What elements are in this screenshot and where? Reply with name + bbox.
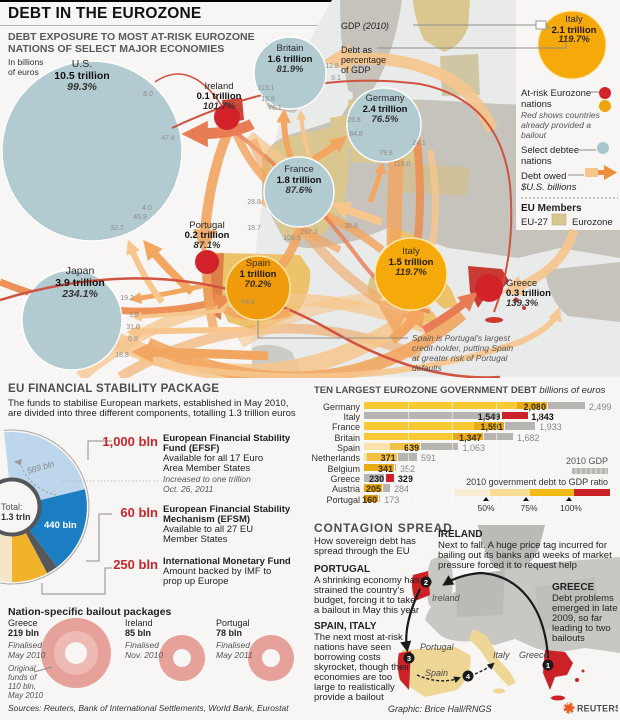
svg-text:38.8: 38.8 <box>344 223 358 230</box>
svg-text:1.3 trln: 1.3 trln <box>1 512 31 522</box>
svg-text:REUTERS: REUTERS <box>577 704 618 714</box>
svg-text:1.8: 1.8 <box>129 312 139 319</box>
svg-text:0.8: 0.8 <box>128 336 138 343</box>
svg-text:64.9: 64.9 <box>241 299 255 306</box>
svg-text:2: 2 <box>424 578 428 587</box>
svg-text:Debt owed: Debt owed <box>521 171 566 182</box>
svg-text:Germany: Germany <box>365 93 404 104</box>
svg-text:76.1: 76.1 <box>268 105 282 112</box>
svg-text:of GDP: of GDP <box>341 65 371 75</box>
svg-text:1.6 trillion: 1.6 trillion <box>268 54 313 65</box>
svg-text:Select debtee: Select debtee <box>521 145 579 156</box>
svg-text:At-risk Eurozone: At-risk Eurozone <box>521 88 591 99</box>
svg-text:Ireland: Ireland <box>204 81 233 92</box>
svg-text:10.5 trillion: 10.5 trillion <box>54 70 109 82</box>
svg-text:Britain: Britain <box>277 43 304 54</box>
svg-text:113.1: 113.1 <box>258 85 275 92</box>
svg-text:Portugal: Portugal <box>420 642 455 652</box>
svg-text:Portugal: Portugal <box>189 220 224 231</box>
svg-text:139.3%: 139.3% <box>506 298 539 309</box>
svg-text:3.9 trillion: 3.9 trillion <box>55 277 105 289</box>
svg-text:50%: 50% <box>477 503 494 513</box>
svg-text:Italy: Italy <box>565 14 583 25</box>
svg-text:Red shows countries: Red shows countries <box>521 110 601 120</box>
svg-text:119.7%: 119.7% <box>395 267 427 278</box>
svg-text:4.0: 4.0 <box>142 205 152 212</box>
svg-text:credit-holder, putting Spain: credit-holder, putting Spain <box>412 343 513 353</box>
svg-text:Spain is Portugal's largest: Spain is Portugal's largest <box>412 333 511 343</box>
svg-text:106.5: 106.5 <box>283 235 301 242</box>
svg-text:Debt as: Debt as <box>341 45 373 55</box>
svg-text:18.8: 18.8 <box>261 96 275 103</box>
svg-text:France: France <box>284 164 314 175</box>
svg-text:18.7: 18.7 <box>247 225 261 232</box>
svg-text:45.9: 45.9 <box>133 214 147 221</box>
svg-text:70.2%: 70.2% <box>245 279 272 290</box>
svg-text:GDP (2010): GDP (2010) <box>341 21 389 31</box>
svg-text:440 bln: 440 bln <box>44 520 77 531</box>
svg-text:297.2: 297.2 <box>300 229 318 236</box>
svg-text:Eurozone: Eurozone <box>572 217 613 228</box>
svg-text:100%: 100% <box>560 503 582 513</box>
svg-text:234.1%: 234.1% <box>61 288 98 300</box>
svg-text:0.2 trillion: 0.2 trillion <box>185 230 230 241</box>
svg-text:31.0: 31.0 <box>126 324 140 331</box>
svg-text:$U.S. billions: $U.S. billions <box>520 182 577 193</box>
svg-text:0.3 trillion: 0.3 trillion <box>506 288 551 299</box>
svg-text:2.1 trillion: 2.1 trillion <box>552 25 597 36</box>
svg-text:nations: nations <box>521 156 552 167</box>
svg-text:percentage: percentage <box>341 55 386 65</box>
svg-text:nations: nations <box>521 99 552 110</box>
svg-text:1 trillion: 1 trillion <box>240 269 277 280</box>
svg-text:Greece: Greece <box>506 278 537 289</box>
svg-text:119.7%: 119.7% <box>558 34 590 45</box>
svg-text:Spain: Spain <box>246 258 270 269</box>
svg-text:Italy: Italy <box>402 246 420 257</box>
svg-text:Total:: Total: <box>1 502 23 512</box>
svg-text:at greater risk of Portugal: at greater risk of Portugal <box>412 353 509 363</box>
svg-text:EU-27: EU-27 <box>521 217 548 228</box>
svg-text:25.8: 25.8 <box>347 117 361 124</box>
svg-text:bailout: bailout <box>521 130 547 140</box>
svg-text:32.7: 32.7 <box>110 225 124 232</box>
svg-text:76.5%: 76.5% <box>372 114 399 125</box>
svg-text:Italy: Italy <box>493 650 510 660</box>
svg-text:84.8: 84.8 <box>349 131 363 138</box>
svg-text:12.8: 12.8 <box>325 63 339 70</box>
svg-text:U.S.: U.S. <box>72 58 92 70</box>
svg-text:4: 4 <box>466 672 471 681</box>
svg-text:81.9%: 81.9% <box>277 64 304 75</box>
svg-text:already provided a: already provided a <box>521 120 591 130</box>
svg-text:0.1 trillion: 0.1 trillion <box>197 91 242 102</box>
svg-text:87.6%: 87.6% <box>286 185 313 196</box>
svg-text:18.8: 18.8 <box>115 352 129 359</box>
svg-text:Greece: Greece <box>519 650 549 660</box>
svg-text:110.0: 110.0 <box>394 161 411 168</box>
svg-text:Spain: Spain <box>425 668 448 678</box>
svg-text:9.1: 9.1 <box>331 75 341 82</box>
svg-text:8.0: 8.0 <box>143 91 153 98</box>
svg-text:Japan: Japan <box>66 265 95 277</box>
svg-text:EU Members: EU Members <box>521 203 582 214</box>
svg-text:Ireland: Ireland <box>432 593 461 603</box>
svg-text:87.1%: 87.1% <box>194 240 221 251</box>
svg-text:79.8: 79.8 <box>379 150 393 157</box>
svg-text:1: 1 <box>546 661 550 670</box>
svg-text:47.4: 47.4 <box>161 135 175 142</box>
svg-text:101.7%: 101.7% <box>203 101 236 112</box>
svg-text:24.1: 24.1 <box>412 140 426 147</box>
svg-text:28.8: 28.8 <box>247 199 261 206</box>
svg-text:1.5 trillion: 1.5 trillion <box>389 257 434 268</box>
svg-text:75%: 75% <box>520 503 537 513</box>
svg-text:19.2: 19.2 <box>120 295 134 302</box>
svg-text:defaults: defaults <box>412 363 443 373</box>
svg-text:3: 3 <box>407 654 411 663</box>
svg-text:1.8 trillion: 1.8 trillion <box>277 175 322 186</box>
svg-text:99.3%: 99.3% <box>67 81 97 93</box>
svg-text:2.4 trillion: 2.4 trillion <box>363 104 408 115</box>
